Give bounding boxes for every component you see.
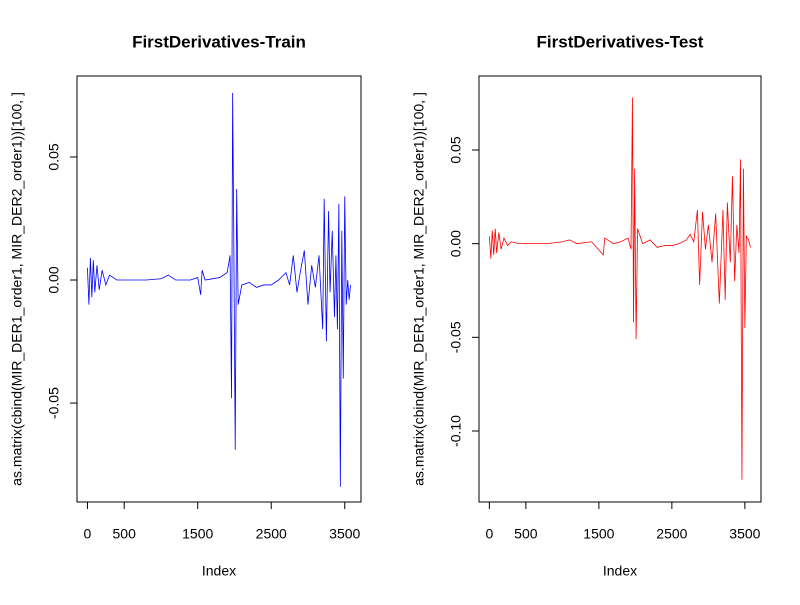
x-tick-label: 500 — [514, 526, 538, 542]
chart-title: FirstDerivatives-Train — [132, 32, 306, 51]
x-tick-label: 3500 — [329, 526, 360, 542]
x-tick-label: 0 — [84, 526, 92, 542]
y-axis-label: as.matrix(cbind(MIR_DER1_order1, MIR_DER… — [411, 92, 427, 486]
x-axis-label: Index — [603, 563, 637, 579]
x-tick-label: 3500 — [729, 526, 760, 542]
x-tick-label: 1500 — [182, 526, 213, 542]
chart-title: FirstDerivatives-Test — [537, 32, 704, 51]
y-tick-label: 0.00 — [448, 230, 464, 257]
y-tick-label: 0.00 — [46, 266, 62, 293]
data-line — [87, 92, 351, 487]
x-axis-label: Index — [202, 563, 236, 579]
y-tick-label: 0.05 — [46, 143, 62, 170]
x-tick-label: 2500 — [256, 526, 287, 542]
y-tick-label: 0.05 — [448, 136, 464, 163]
x-tick-label: 0 — [485, 526, 493, 542]
y-tick-label: -0.05 — [46, 387, 62, 419]
y-tick-label: -0.05 — [448, 321, 464, 353]
x-tick-label: 500 — [113, 526, 137, 542]
data-line — [488, 97, 751, 480]
y-axis-label: as.matrix(cbind(MIR_DER1_order1, MIR_DER… — [9, 92, 25, 486]
y-tick-label: -0.10 — [448, 415, 464, 447]
x-tick-label: 2500 — [656, 526, 687, 542]
plot-frame — [76, 75, 362, 503]
x-tick-label: 1500 — [583, 526, 614, 542]
